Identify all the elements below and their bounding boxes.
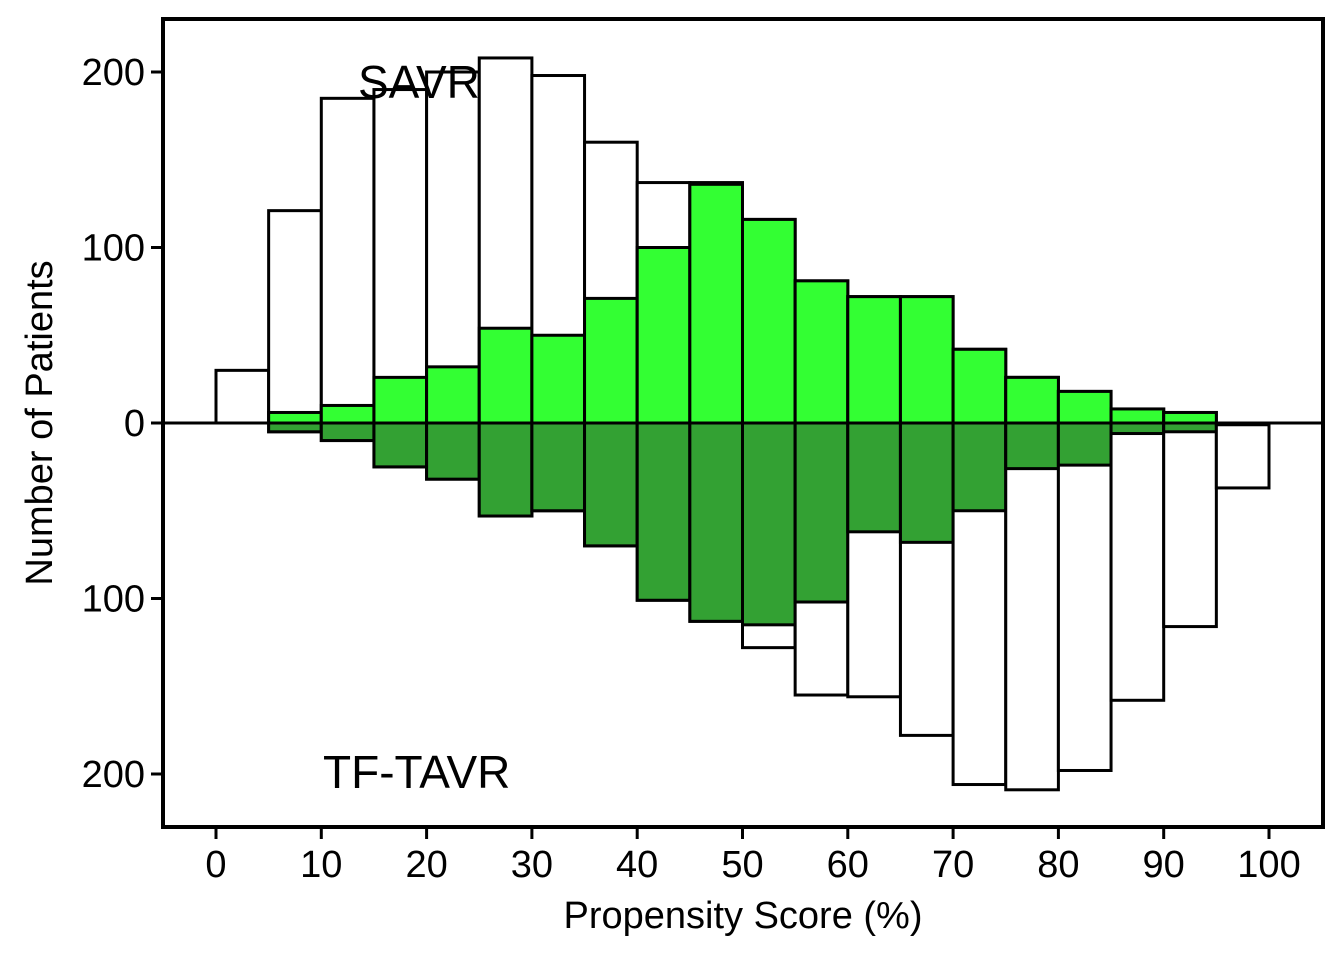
bar-savr-matched bbox=[319, 403, 376, 425]
bar-tavr-matched bbox=[425, 421, 481, 481]
bar-savr-total bbox=[267, 209, 323, 425]
x-tick-label: 0 bbox=[205, 844, 226, 886]
bar-savr-matched bbox=[425, 365, 481, 425]
bar-savr-matched bbox=[1162, 410, 1218, 425]
bar-tavr-matched bbox=[319, 421, 376, 443]
bar-savr-matched bbox=[477, 326, 534, 425]
bar-tavr-matched bbox=[583, 421, 639, 548]
x-tick-label: 80 bbox=[1037, 844, 1079, 886]
y-tick-label: 100 bbox=[82, 228, 145, 270]
bars-layer bbox=[214, 56, 1271, 792]
x-tick-label: 60 bbox=[827, 844, 869, 886]
bar-tavr-matched bbox=[951, 421, 1008, 513]
bar-tavr-matched bbox=[898, 421, 955, 544]
bar-savr-matched bbox=[1004, 375, 1060, 425]
annotation-savr: SAVR bbox=[358, 56, 480, 108]
bar-savr-matched bbox=[741, 217, 797, 425]
bar-savr-total bbox=[372, 88, 429, 425]
bar-savr-matched bbox=[688, 182, 744, 425]
x-tick-label: 40 bbox=[616, 844, 658, 886]
x-tick-label: 20 bbox=[405, 844, 447, 886]
bar-tavr-matched bbox=[846, 421, 902, 534]
bar-savr-total bbox=[425, 70, 481, 425]
annotation-tf-tavr: TF-TAVR bbox=[323, 746, 510, 798]
bar-savr-total bbox=[319, 96, 376, 425]
bar-tavr-matched bbox=[1109, 421, 1166, 436]
bar-tavr-matched bbox=[741, 421, 797, 627]
bar-savr-matched bbox=[846, 295, 902, 425]
bar-savr-matched bbox=[898, 295, 955, 425]
bar-tavr-matched bbox=[635, 421, 692, 602]
y-tick-label: 100 bbox=[82, 579, 145, 621]
axis-ticks: 0 10 20 30 40 50 60 70 80 90 100 200 100 0 100 200 bbox=[82, 52, 1301, 886]
bar-tavr-total bbox=[1109, 421, 1166, 702]
bar-savr-matched bbox=[951, 347, 1008, 425]
bar-tavr-total bbox=[1162, 421, 1218, 629]
bar-savr-matched bbox=[635, 246, 692, 425]
x-tick-label: 50 bbox=[721, 844, 763, 886]
bar-savr-matched bbox=[267, 410, 323, 425]
bar-savr-matched bbox=[1056, 389, 1113, 425]
bar-tavr-total bbox=[1056, 421, 1113, 772]
bar-tavr-matched bbox=[1056, 421, 1113, 467]
bar-tavr-matched bbox=[793, 421, 850, 604]
x-tick-label: 30 bbox=[511, 844, 553, 886]
bar-tavr-matched bbox=[372, 421, 429, 469]
bar-savr-matched bbox=[530, 333, 587, 425]
y-tick-label: 200 bbox=[82, 754, 145, 796]
y-tick-label: 200 bbox=[82, 52, 145, 94]
bar-savr-matched bbox=[793, 279, 850, 425]
bar-tavr-matched bbox=[688, 421, 744, 623]
x-axis-label: Propensity Score (%) bbox=[563, 895, 922, 937]
x-tick-label: 90 bbox=[1143, 844, 1185, 886]
bar-tavr-total bbox=[1004, 421, 1060, 792]
x-tick-label: 100 bbox=[1237, 844, 1300, 886]
bar-savr-matched bbox=[583, 296, 639, 425]
y-tick-label: 0 bbox=[124, 403, 145, 445]
bar-savr-matched bbox=[1109, 407, 1166, 425]
bar-tavr-matched bbox=[1004, 421, 1060, 471]
bar-savr-total bbox=[214, 368, 271, 425]
x-tick-label: 70 bbox=[932, 844, 974, 886]
bar-savr-matched bbox=[372, 375, 429, 425]
x-tick-label: 10 bbox=[300, 844, 342, 886]
bar-tavr-matched bbox=[530, 421, 587, 513]
bar-tavr-matched bbox=[477, 421, 534, 518]
y-axis-label: Number of Patients bbox=[19, 260, 61, 585]
bar-tavr-total bbox=[1214, 421, 1271, 490]
